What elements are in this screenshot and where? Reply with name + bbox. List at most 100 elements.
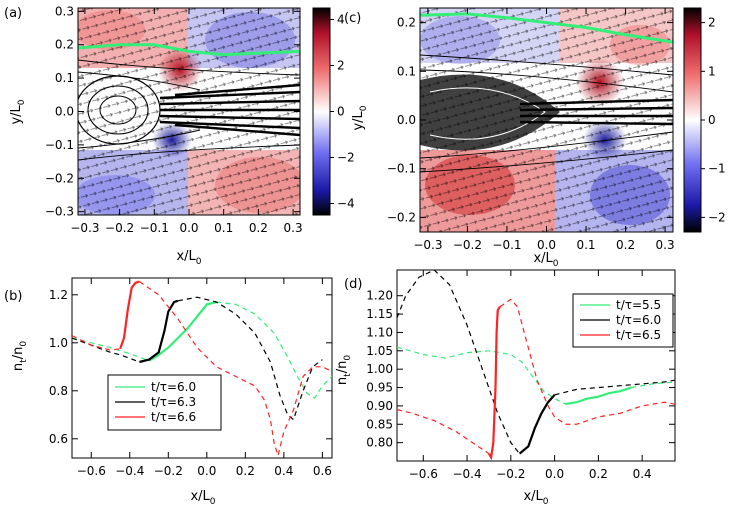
panel-d-xtick-label: −0.4	[452, 467, 481, 481]
panel-c-colorbar-ticks: 2 1 0 −1 −2	[701, 16, 726, 224]
panel-a-heatmap	[78, 8, 300, 215]
panel-b-label: (b)	[4, 289, 22, 304]
panel-a-label: (a)	[4, 6, 22, 21]
panel-d-ytick-label: 0.95	[366, 381, 393, 395]
panel-b-xtick-label: −0.6	[77, 464, 106, 478]
panel-d-ytick-label: 0.90	[366, 399, 393, 413]
panel-d-ytick-label: 0.85	[366, 417, 393, 431]
panel-c-label: (c)	[344, 11, 361, 26]
panel-b-ytick-label: 1.0	[49, 336, 68, 350]
panel-d-series-1-solid	[518, 394, 556, 455]
panel-c-ylabel: y/L0	[351, 105, 369, 130]
panel-a-axes: −0.3 −0.2 −0.1 0.0 0.1 0.2 0.3 −0.3 −0.2 −0.1 0.0 0…	[45, 4, 303, 235]
panel-b-xlabel: x/L0	[190, 489, 215, 506]
panel-d-ytick-label: 1.15	[366, 307, 393, 321]
panel-c-colorbar-tick-label: −1	[708, 162, 726, 176]
panel-c-xtick-label: −0.2	[453, 238, 482, 252]
panel-d-series	[397, 270, 675, 461]
panel-a-colorbar-tick-label: 0	[337, 105, 345, 119]
panel-a-xtick-label: 0.1	[214, 221, 233, 235]
panel-b-series-2-dashed	[72, 335, 121, 351]
panel-a-ylabel: y/L0	[9, 99, 27, 124]
panel-a-ytick-label: 0.1	[55, 71, 74, 85]
panel-d-xtick-label: −0.6	[409, 467, 438, 481]
panel-b-ytick-label: 0.8	[49, 384, 68, 398]
panel-b-axes: −0.6 −0.4 −0.2 0.0 0.2 0.4 0.6 0.6 0.8 1.0 1.2	[49, 278, 332, 478]
panel-d-xtick-label: 0.0	[545, 467, 564, 481]
panel-d-legend-label: t/τ=5.5	[616, 298, 661, 312]
panel-b-xtick-label: 0.2	[236, 464, 255, 478]
panel-a-colorbar-tick-label: −4	[337, 197, 355, 211]
panel-a-xtick-label: −0.1	[140, 221, 169, 235]
panel-a-xtick-label: −0.3	[70, 221, 99, 235]
panel-b-series-1-dashed2	[177, 296, 323, 421]
panel-b-series-2-solid	[119, 280, 140, 350]
panel-d: −0.6 −0.4 −0.2 0.0 0.2 0.4 0.80 0.85 0.90 0.95 1.0…	[335, 269, 676, 506]
panel-d-legend-label: t/τ=6.0	[616, 313, 661, 327]
panel-b-xtick-label: 0.4	[274, 464, 293, 478]
panel-a-ytick-label: −0.3	[45, 205, 74, 219]
panel-d-axes: −0.6 −0.4 −0.2 0.0 0.2 0.4 0.80 0.85 0.90 0.95 1.0…	[366, 270, 675, 481]
panel-a-ytick-label: 0.0	[55, 105, 74, 119]
panel-a-xtick-label: 0.0	[179, 221, 198, 235]
panel-b-ylabel: nt/n0	[11, 341, 29, 371]
panel-a-xtick-label: −0.2	[105, 221, 134, 235]
panel-c-xtick-label: 0.2	[616, 238, 635, 252]
panel-d-xlabel: x/L0	[523, 489, 548, 506]
panel-a-xtick-label: 0.2	[249, 221, 268, 235]
panel-b-ytick-label: 1.2	[49, 288, 68, 302]
panel-c-colorbar-tick-label: 2	[708, 16, 716, 30]
panel-a-ytick-label: 0.3	[55, 4, 74, 18]
panel-d-series-0-dashed2	[631, 381, 675, 389]
panel-b: −0.6 −0.4 −0.2 0.0 0.2 0.4 0.6 0.6 0.8 1.0 1.2 (b)…	[4, 277, 333, 506]
panel-d-ytick-label: 1.00	[366, 362, 393, 376]
panel-c-colorbar	[683, 7, 702, 233]
panel-b-xtick-label: 0.0	[197, 464, 216, 478]
panel-c-colorbar-tick-label: 0	[708, 113, 716, 127]
panel-c-ytick-label: 0.2	[397, 16, 416, 30]
panel-d-series-2-dashed2	[499, 298, 675, 425]
panel-c-ytick-label: −0.2	[387, 210, 416, 224]
panel-b-xtick-label: 0.6	[313, 464, 332, 478]
panel-c-xtick-label: −0.1	[492, 238, 521, 252]
panel-c-xlabel: x/L0	[533, 251, 558, 269]
panel-c-xtick-label: 0.3	[656, 238, 675, 252]
panel-a-colorbar-tick-label: −2	[337, 151, 355, 165]
panel-d-series-2-solid	[487, 306, 501, 461]
panel-c: −0.3 −0.2 −0.1 0.0 0.1 0.2 0.3 −0.2 −0.1 0.0 0.1 0.…	[344, 7, 726, 269]
panel-a-colorbar-tick-label: 4	[337, 13, 345, 27]
panel-d-series-1-dashed	[397, 270, 521, 455]
panel-c-xtick-label: 0.0	[537, 238, 556, 252]
panel-b-series	[72, 280, 332, 458]
panel-a: −0.3 −0.2 −0.1 0.0 0.1 0.2 0.3 −0.3 −0.2 −0.1 0.0 0…	[4, 4, 355, 267]
panel-b-legend-label: t/τ=6.3	[151, 395, 196, 409]
panel-b-xtick-label: −0.4	[115, 464, 144, 478]
panel-d-label: (d)	[344, 277, 362, 292]
panel-a-colorbar	[312, 7, 331, 216]
panel-d-series-2-dashed	[397, 408, 490, 455]
panel-d-ylabel: nt/n0	[335, 355, 353, 385]
panel-c-xtick-label: −0.3	[413, 238, 442, 252]
panel-a-highlight-line	[78, 43, 300, 57]
panel-a-colorbar-ticks: 4 2 0 −2 −4	[330, 13, 355, 211]
panel-b-xtick-label: −0.2	[154, 464, 183, 478]
panel-c-axes: −0.3 −0.2 −0.1 0.0 0.1 0.2 0.3 −0.2 −0.1 0.0 0.1 0.…	[387, 8, 675, 252]
panel-d-series-1-dashed2	[554, 379, 675, 396]
panel-c-heatmap	[420, 8, 673, 232]
panel-b-legend: t/τ=6.0t/τ=6.3t/τ=6.6	[107, 374, 222, 431]
panel-d-ytick-label: 1.20	[366, 289, 393, 303]
panel-c-ytick-label: −0.1	[387, 162, 416, 176]
panel-c-xtick-label: 0.1	[576, 238, 595, 252]
panel-b-series-0-dashed2	[216, 301, 332, 399]
panel-a-ytick-label: 0.2	[55, 38, 74, 52]
panel-a-colorbar-tick-label: 2	[337, 59, 345, 73]
panel-d-xtick-label: 0.2	[589, 467, 608, 481]
panel-c-ytick-label: 0.1	[397, 64, 416, 78]
panel-a-xlabel: x/L0	[176, 249, 201, 267]
panel-b-legend-label: t/τ=6.0	[151, 380, 196, 394]
panel-b-series-0-dashed	[72, 337, 150, 362]
panel-d-legend-label: t/τ=6.5	[616, 328, 661, 342]
panel-a-ytick-label: −0.2	[45, 171, 74, 185]
panel-c-ytick-label: 0.0	[397, 113, 416, 127]
panel-b-series-1-solid	[139, 299, 179, 364]
